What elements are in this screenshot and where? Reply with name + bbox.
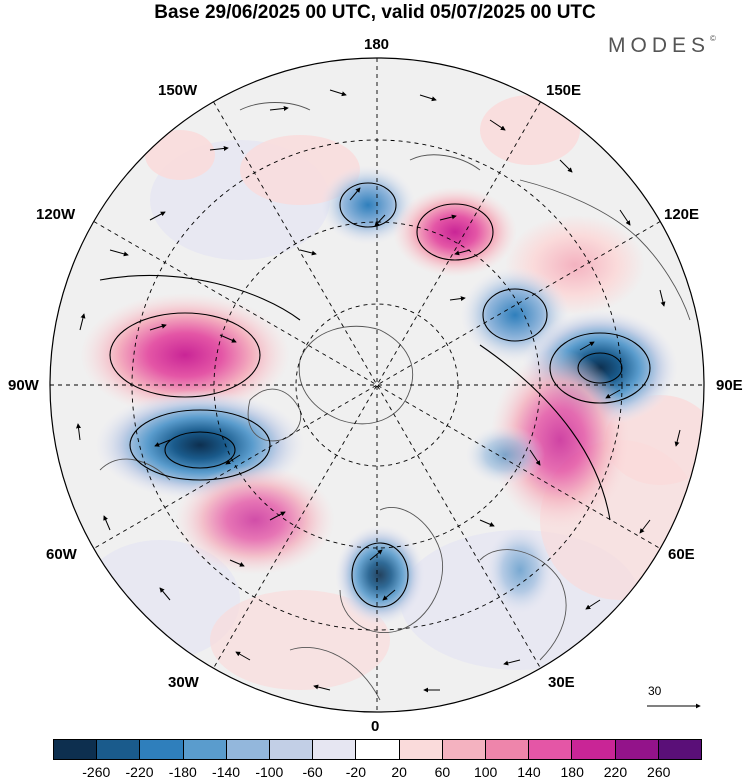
colorbar-segment	[399, 740, 443, 759]
field-layer	[50, 58, 704, 712]
colorbar-tick-label: 180	[560, 764, 584, 780]
colorbar-segment	[270, 740, 314, 759]
colorbar-tick-label: -60	[302, 764, 323, 780]
colorbar-segment	[658, 740, 702, 759]
label-0: 0	[371, 718, 380, 735]
colorbar-tick-label: 60	[434, 764, 451, 780]
label-120w: 120W	[36, 206, 76, 223]
label-30w: 30W	[168, 674, 199, 691]
map-boundary	[49, 57, 705, 713]
label-60e: 60E	[668, 546, 695, 563]
colorbar-tick-label: 260	[647, 764, 671, 780]
colorbar-segment	[97, 740, 141, 759]
colorbar-segment	[313, 740, 357, 759]
colorbar-tick-label: -180	[168, 764, 197, 780]
colorbar-segment	[442, 740, 487, 759]
label-150w: 150W	[158, 82, 198, 99]
colorbar-tick-label: 20	[391, 764, 407, 780]
colorbar-tick-label: -220	[125, 764, 154, 780]
reference-vector-label: 30	[648, 684, 662, 698]
colorbar-segment	[226, 740, 271, 759]
label-150e: 150E	[546, 82, 582, 99]
colorbar-tick-label: -20	[345, 764, 366, 780]
modes-logo: MODES©	[608, 34, 716, 57]
colorbar-segment	[572, 740, 616, 759]
anomaly-central-asia-high	[490, 350, 630, 530]
colorbar-tick-label: -260	[82, 764, 111, 780]
colorbar-segment	[356, 740, 400, 759]
label-90w: 90W	[8, 377, 39, 394]
contours	[99, 182, 651, 608]
label-60w: 60W	[46, 546, 77, 563]
colorbar-tick-label: 100	[473, 764, 498, 780]
colorbar	[53, 739, 702, 760]
label-30e: 30E	[548, 674, 575, 691]
wind-vectors	[76, 89, 681, 693]
colorbar-segment	[486, 740, 530, 759]
map-title: Base 29/06/2025 00 UTC, valid 05/07/2025…	[154, 2, 596, 23]
colorbar-tick-label: -100	[255, 764, 284, 780]
graticule	[50, 58, 704, 712]
anomaly-siberia-high	[393, 187, 517, 277]
anomaly-atlantic-high	[175, 465, 335, 575]
anomaly-pacific-low	[320, 165, 416, 245]
colorbar-segment	[140, 740, 184, 759]
anomaly-europe-low	[335, 525, 425, 625]
colorbar-tick-label: 220	[603, 764, 628, 780]
colorbar-segment	[529, 740, 573, 759]
anomaly-canada-high	[80, 293, 290, 417]
label-120e: 120E	[664, 206, 700, 223]
label-180: 180	[364, 36, 390, 53]
colorbar-segment	[183, 740, 227, 759]
label-90e: 90E	[716, 377, 743, 394]
coastlines	[99, 102, 691, 701]
colorbar-segment	[54, 740, 98, 759]
colorbar-segment	[615, 740, 659, 759]
colorbar-tick-label: 140	[517, 764, 541, 780]
colorbar-tick-label: -140	[212, 764, 241, 780]
